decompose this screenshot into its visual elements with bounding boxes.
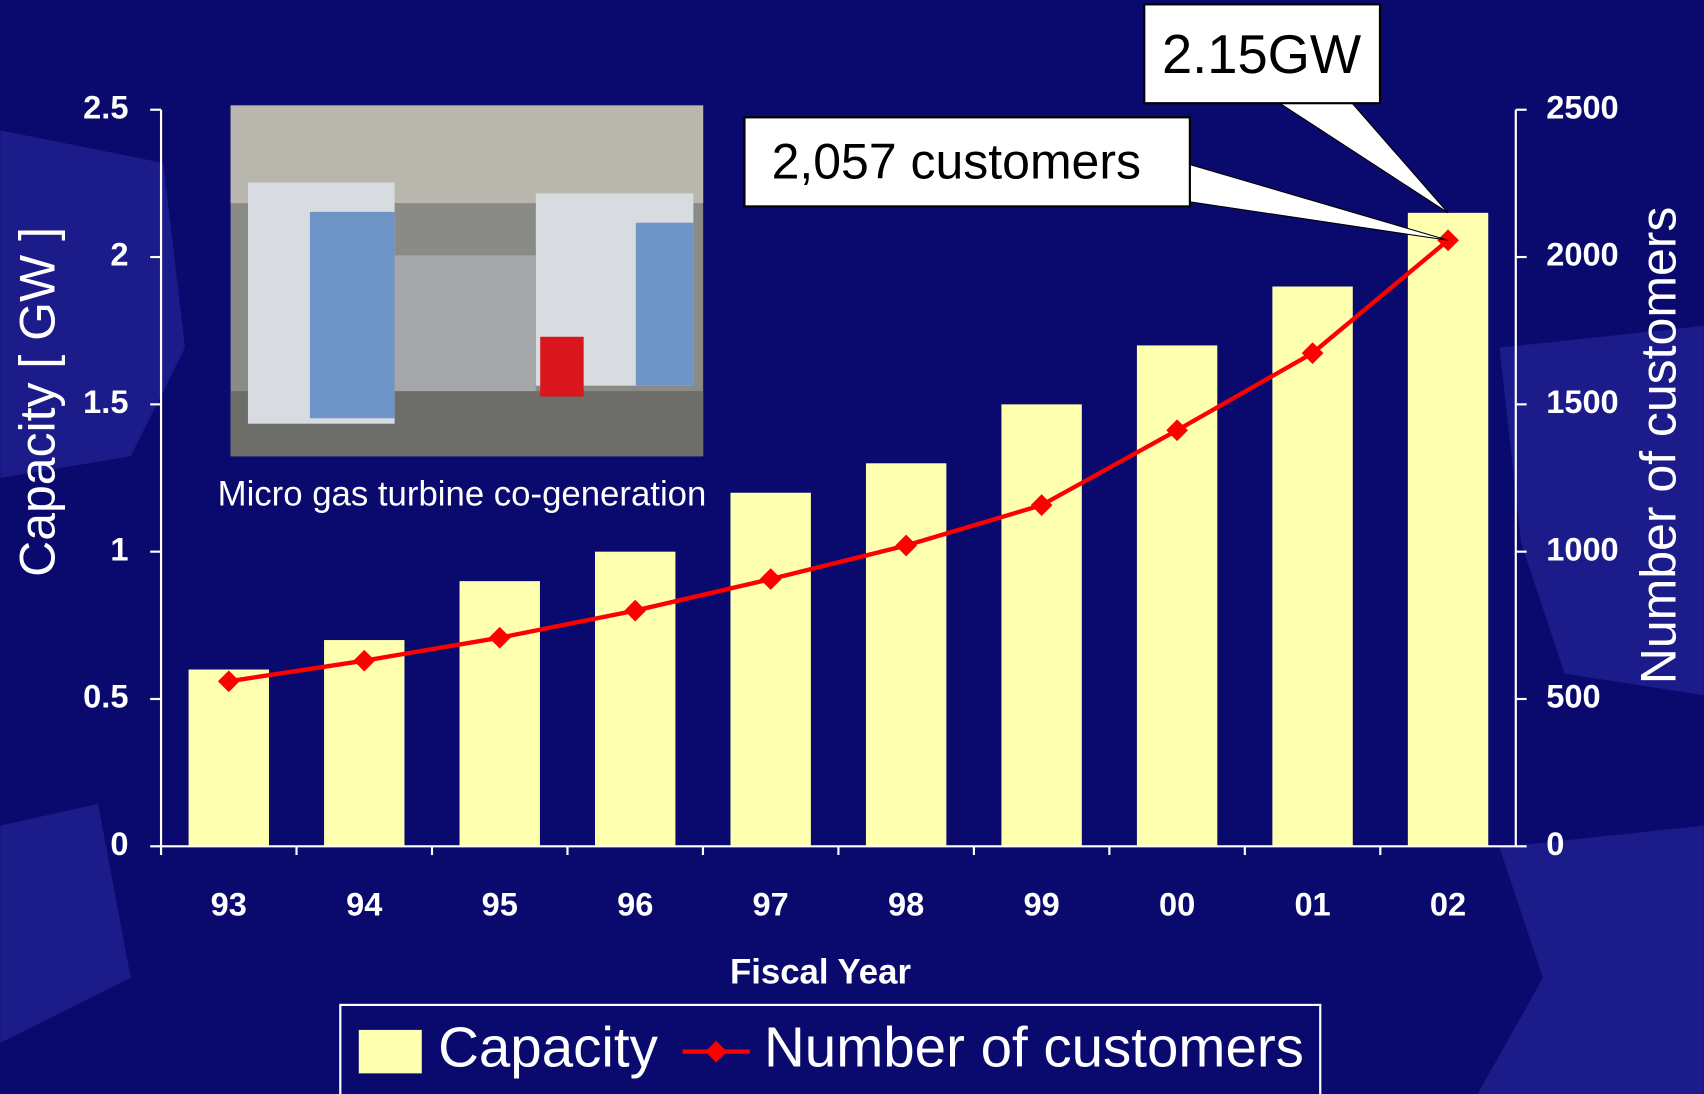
annotation: 2.15GW bbox=[1162, 24, 1362, 85]
x-tick-label: 00 bbox=[1159, 886, 1195, 923]
y2-tick-label: 0 bbox=[1546, 825, 1564, 862]
x-tick-label: 95 bbox=[482, 886, 518, 923]
marker bbox=[1301, 342, 1324, 364]
x-tick-label: 97 bbox=[753, 886, 789, 923]
photo-unit-panel bbox=[635, 222, 694, 386]
photo bbox=[230, 105, 704, 457]
bar bbox=[459, 581, 540, 847]
marker bbox=[1166, 419, 1188, 442]
x-axis-label: Fiscal Year bbox=[730, 954, 911, 992]
x-tick-label: 93 bbox=[211, 886, 247, 923]
bar bbox=[1407, 212, 1489, 847]
line bbox=[228, 238, 1450, 684]
x-tick-label: 99 bbox=[1024, 886, 1060, 923]
legend-swatch bbox=[705, 1040, 728, 1063]
bar bbox=[730, 492, 811, 847]
x-tick-label: 02 bbox=[1430, 886, 1466, 923]
bar bbox=[188, 669, 269, 847]
y-tick-label: 0.5 bbox=[83, 678, 128, 715]
bar bbox=[324, 640, 405, 847]
y2-tick-label: 2500 bbox=[1546, 88, 1618, 125]
image-caption: Micro gas turbine co-generation bbox=[218, 476, 707, 514]
legend-frame bbox=[339, 1003, 1322, 1094]
x-tick-label: 98 bbox=[888, 886, 924, 923]
bar bbox=[865, 463, 947, 847]
annotation: 2,057 customers bbox=[772, 133, 1141, 189]
y2-tick-label: 500 bbox=[1546, 678, 1600, 715]
puzzle-shape bbox=[0, 130, 185, 479]
photo-unit-panel bbox=[309, 211, 395, 419]
bar bbox=[1001, 404, 1082, 847]
y-tick-label: 2 bbox=[110, 236, 128, 273]
legend: Capacity Number of customers bbox=[339, 1003, 1322, 1094]
puzzle-shape bbox=[0, 803, 131, 1043]
background-pattern bbox=[0, 130, 1704, 1094]
y-tick-label: 1.5 bbox=[83, 383, 128, 420]
puzzle-shape bbox=[1499, 325, 1704, 696]
x-tick-label: 94 bbox=[346, 886, 382, 923]
y-tick-label: 1 bbox=[110, 530, 128, 567]
callout-box bbox=[743, 116, 1191, 208]
legend-label: Number of customers bbox=[764, 1016, 1304, 1079]
bar bbox=[1272, 286, 1353, 847]
bar bbox=[595, 551, 676, 847]
photo-extinguisher bbox=[540, 336, 584, 397]
photo-duct bbox=[394, 255, 536, 392]
x-tick-label: 01 bbox=[1294, 886, 1330, 923]
puzzle-shape bbox=[1477, 825, 1704, 1094]
marker bbox=[1030, 494, 1053, 516]
y-tick-label: 2.5 bbox=[83, 88, 128, 125]
legend-swatch bbox=[358, 1029, 422, 1074]
y2-tick-label: 1500 bbox=[1546, 383, 1618, 420]
y2-axis-label: Number of customers bbox=[1631, 207, 1687, 685]
x-tick-label: 96 bbox=[617, 886, 653, 923]
legend-label: Capacity bbox=[438, 1016, 659, 1079]
callout-box bbox=[1143, 3, 1382, 105]
y2-tick-label: 2000 bbox=[1546, 236, 1618, 273]
y-axis-label: Capacity [ GW ] bbox=[10, 227, 66, 577]
y2-tick-label: 1000 bbox=[1546, 530, 1618, 567]
y-tick-label: 0 bbox=[110, 825, 128, 862]
marker bbox=[353, 649, 376, 672]
